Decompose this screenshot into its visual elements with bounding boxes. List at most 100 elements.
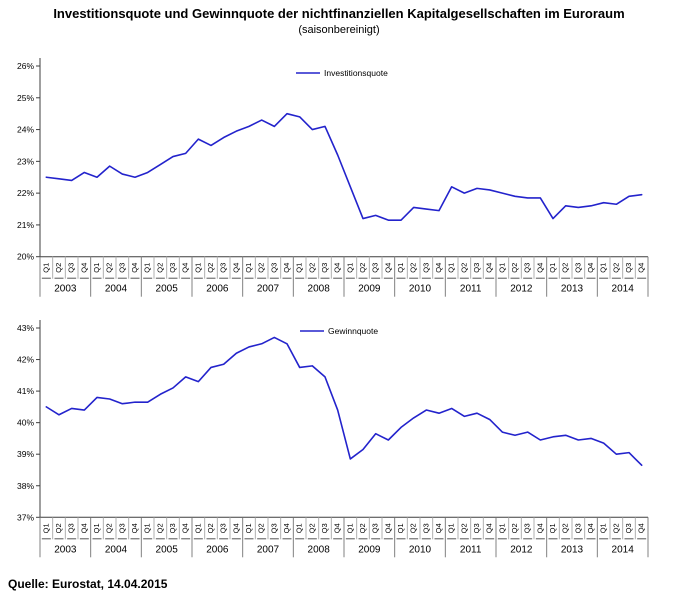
- svg-text:Q4: Q4: [535, 523, 544, 533]
- svg-text:Q3: Q3: [573, 263, 582, 273]
- svg-text:Q3: Q3: [472, 263, 481, 273]
- svg-text:Q3: Q3: [624, 263, 633, 273]
- svg-text:Q2: Q2: [206, 263, 215, 273]
- svg-text:Q2: Q2: [155, 263, 164, 273]
- svg-text:Q1: Q1: [447, 523, 456, 533]
- svg-text:43%: 43%: [17, 323, 34, 333]
- svg-text:Q4: Q4: [231, 523, 240, 533]
- svg-text:2010: 2010: [409, 284, 432, 295]
- svg-text:Q1: Q1: [193, 263, 202, 273]
- svg-text:2011: 2011: [460, 284, 482, 295]
- svg-text:2013: 2013: [561, 544, 584, 555]
- svg-text:Q2: Q2: [561, 523, 570, 533]
- svg-text:Q4: Q4: [130, 263, 139, 273]
- svg-text:Q4: Q4: [383, 263, 392, 273]
- svg-text:Q1: Q1: [92, 263, 101, 273]
- svg-text:Q4: Q4: [485, 523, 494, 533]
- svg-text:Q1: Q1: [548, 263, 557, 273]
- svg-text:Q2: Q2: [510, 523, 519, 533]
- svg-text:Q4: Q4: [434, 263, 443, 273]
- svg-text:Q3: Q3: [371, 523, 380, 533]
- svg-text:Q3: Q3: [320, 523, 329, 533]
- svg-text:2004: 2004: [105, 544, 128, 555]
- svg-text:Q2: Q2: [257, 263, 266, 273]
- svg-text:Q2: Q2: [54, 263, 63, 273]
- svg-text:25%: 25%: [17, 93, 34, 103]
- svg-text:Q3: Q3: [269, 523, 278, 533]
- svg-text:Q2: Q2: [155, 523, 164, 533]
- svg-text:Q1: Q1: [41, 523, 50, 533]
- svg-text:2010: 2010: [409, 544, 432, 555]
- svg-text:Q1: Q1: [548, 523, 557, 533]
- svg-text:22%: 22%: [17, 188, 34, 198]
- svg-text:2007: 2007: [257, 544, 280, 555]
- svg-text:Q2: Q2: [561, 263, 570, 273]
- svg-text:41%: 41%: [17, 386, 34, 396]
- svg-text:Q3: Q3: [67, 523, 76, 533]
- svg-text:Q3: Q3: [67, 263, 76, 273]
- svg-text:Q4: Q4: [333, 523, 342, 533]
- svg-text:Q2: Q2: [510, 263, 519, 273]
- svg-text:Q2: Q2: [307, 523, 316, 533]
- svg-text:2009: 2009: [358, 284, 381, 295]
- svg-text:Q3: Q3: [219, 523, 228, 533]
- svg-text:Q2: Q2: [459, 263, 468, 273]
- svg-text:Q2: Q2: [307, 263, 316, 273]
- source-caption: Quelle: Eurostat, 14.04.2015: [8, 577, 168, 591]
- svg-text:2006: 2006: [206, 284, 229, 295]
- chart-title: Investitionsquote und Gewinnquote der ni…: [53, 6, 625, 21]
- svg-text:Q1: Q1: [345, 523, 354, 533]
- svg-text:Q4: Q4: [333, 263, 342, 273]
- svg-text:Q1: Q1: [244, 263, 253, 273]
- svg-text:Investitionsquote: Investitionsquote: [324, 68, 388, 78]
- svg-text:Q1: Q1: [143, 523, 152, 533]
- svg-text:Q3: Q3: [269, 263, 278, 273]
- svg-text:42%: 42%: [17, 355, 34, 365]
- svg-text:2012: 2012: [510, 284, 533, 295]
- svg-text:2012: 2012: [510, 544, 533, 555]
- svg-text:2008: 2008: [308, 284, 331, 295]
- svg-text:Q1: Q1: [497, 523, 506, 533]
- svg-text:Q1: Q1: [41, 263, 50, 273]
- gewinnquote-line-chart: 37%38%39%40%41%42%43%Q1 Q2 Q3 Q4 Q1 Q2 Q3 Q4 Q1 Q…: [17, 320, 649, 558]
- svg-text:2003: 2003: [54, 544, 77, 555]
- svg-text:2005: 2005: [156, 544, 179, 555]
- svg-text:21%: 21%: [17, 220, 34, 230]
- svg-text:Q4: Q4: [637, 523, 646, 533]
- svg-text:Q1: Q1: [244, 523, 253, 533]
- svg-text:Q4: Q4: [535, 263, 544, 273]
- svg-text:Q3: Q3: [421, 263, 430, 273]
- svg-text:Q2: Q2: [459, 523, 468, 533]
- svg-text:23%: 23%: [17, 156, 34, 166]
- svg-text:Q2: Q2: [409, 523, 418, 533]
- svg-text:Q4: Q4: [282, 263, 291, 273]
- svg-text:Q3: Q3: [523, 523, 532, 533]
- svg-text:Q2: Q2: [611, 523, 620, 533]
- svg-text:Q1: Q1: [447, 263, 456, 273]
- svg-text:Q4: Q4: [434, 523, 443, 533]
- svg-text:Q1: Q1: [295, 263, 304, 273]
- svg-text:2013: 2013: [561, 284, 584, 295]
- svg-text:Q4: Q4: [485, 263, 494, 273]
- svg-text:Q1: Q1: [396, 523, 405, 533]
- svg-text:Q3: Q3: [624, 523, 633, 533]
- svg-text:Q4: Q4: [637, 263, 646, 273]
- svg-text:Q3: Q3: [472, 523, 481, 533]
- svg-text:Q2: Q2: [409, 263, 418, 273]
- svg-text:Q2: Q2: [257, 523, 266, 533]
- svg-text:Q2: Q2: [54, 523, 63, 533]
- svg-text:Q2: Q2: [358, 523, 367, 533]
- svg-text:2014: 2014: [612, 284, 635, 295]
- svg-text:2005: 2005: [156, 284, 179, 295]
- svg-text:Q3: Q3: [573, 523, 582, 533]
- svg-text:Q4: Q4: [231, 263, 240, 273]
- svg-text:Q2: Q2: [611, 263, 620, 273]
- investitionsquote-line-chart: 20%21%22%23%24%25%26%Q1 Q2 Q3 Q4 Q1 Q2 Q3 Q4 Q1 Q…: [17, 58, 649, 297]
- svg-text:Q4: Q4: [79, 263, 88, 273]
- svg-text:26%: 26%: [17, 61, 34, 71]
- svg-text:Q3: Q3: [168, 263, 177, 273]
- svg-text:24%: 24%: [17, 125, 34, 135]
- svg-text:2008: 2008: [308, 544, 331, 555]
- svg-text:Q3: Q3: [219, 263, 228, 273]
- svg-text:Q4: Q4: [586, 263, 595, 273]
